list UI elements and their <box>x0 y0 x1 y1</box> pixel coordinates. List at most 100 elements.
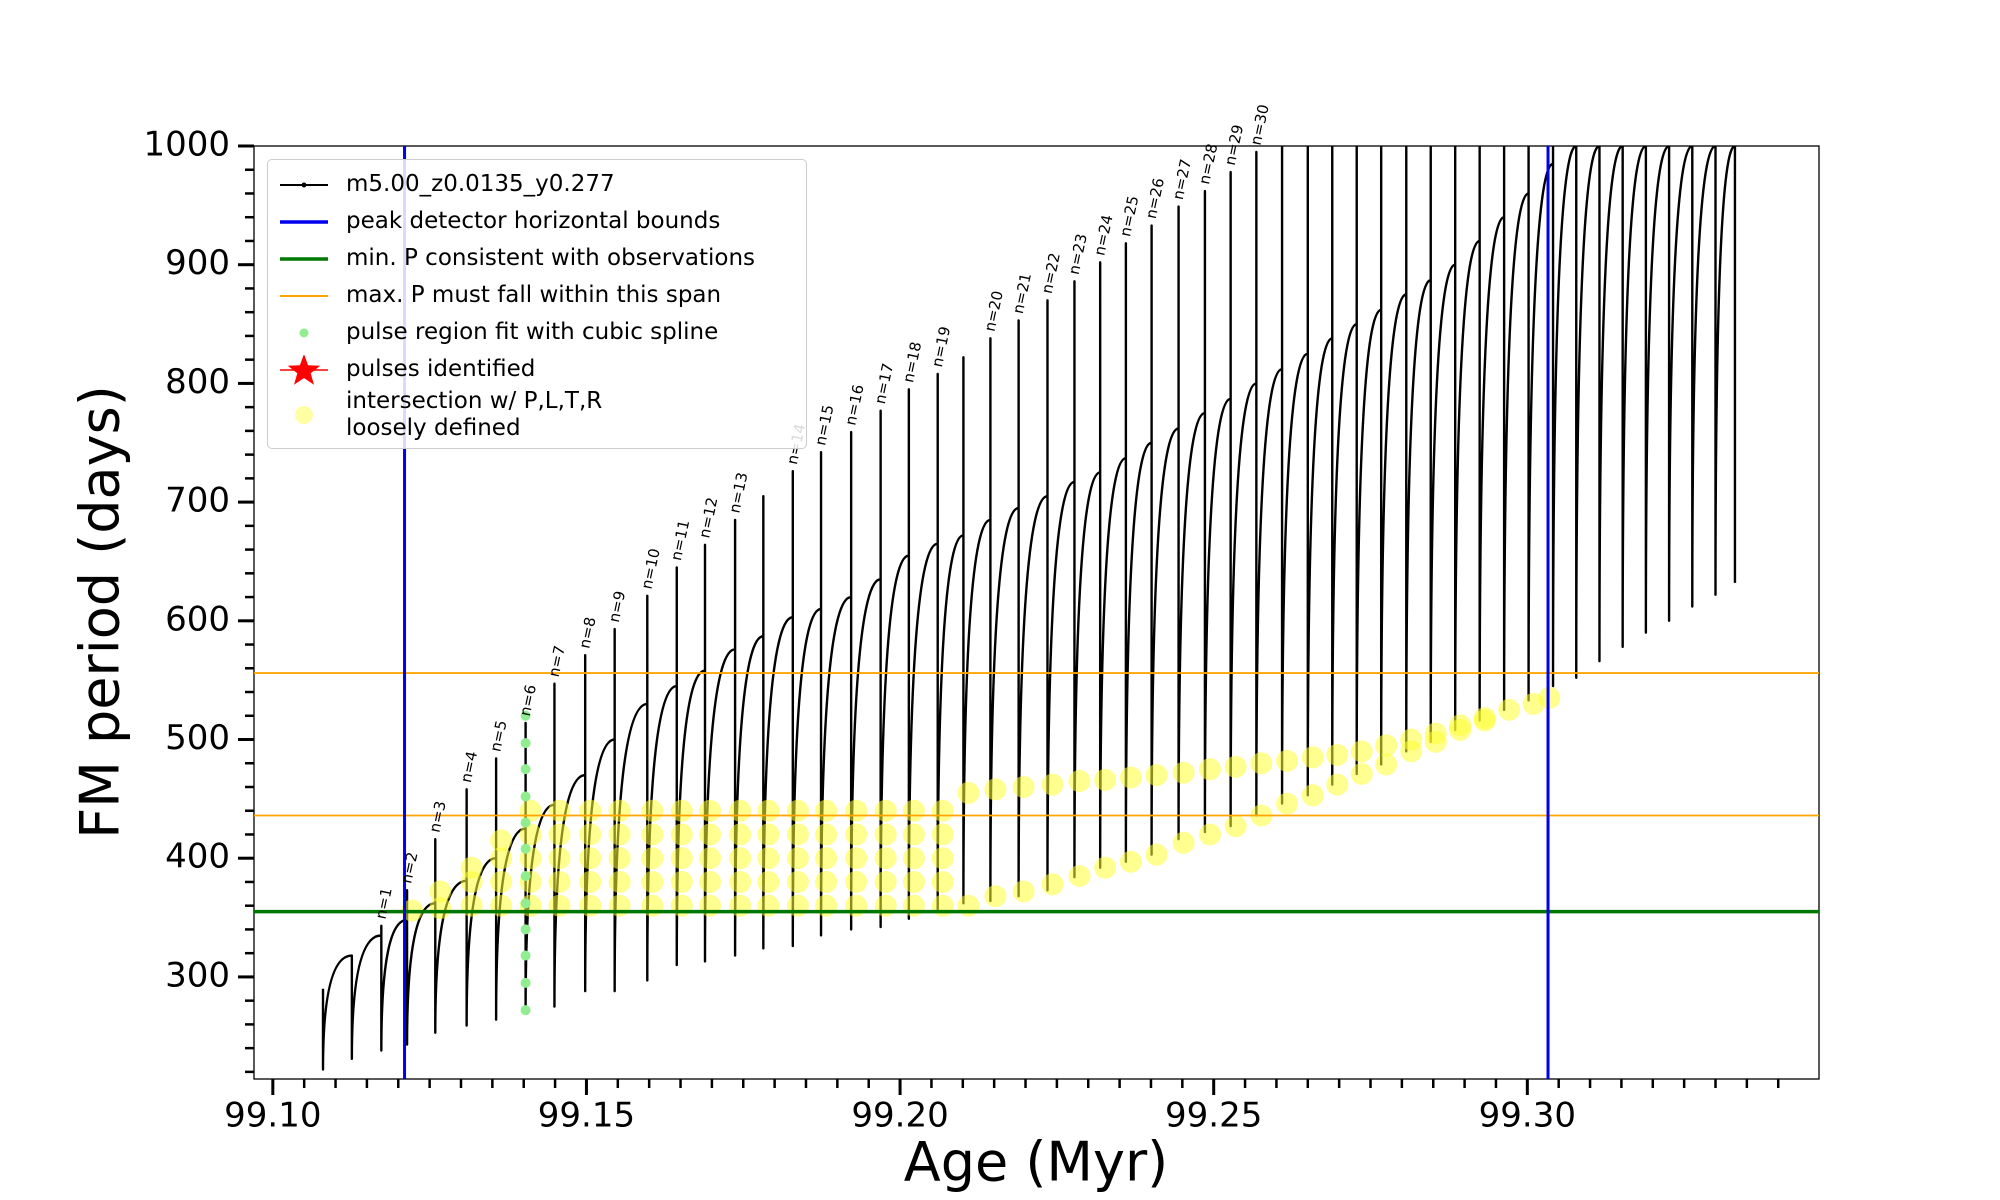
intersection-point <box>1276 749 1299 772</box>
intersection-point <box>699 894 722 917</box>
intersection-point <box>931 847 954 870</box>
legend-label: pulse region fit with cubic spline <box>346 319 719 345</box>
intersection-point <box>579 799 602 822</box>
intersection-point <box>729 894 752 917</box>
legend-entry: pulses identified <box>276 351 798 388</box>
legend-label: m5.00_z0.0135_y0.277 <box>346 171 615 197</box>
intersection-point <box>874 823 897 846</box>
intersection-point <box>641 870 664 893</box>
pulse-label: n=18 <box>899 340 925 384</box>
legend-swatch <box>280 182 328 187</box>
intersection-point <box>757 847 780 870</box>
intersection-point <box>1326 773 1349 796</box>
swatch-dot <box>295 406 313 424</box>
intersection-point <box>786 894 809 917</box>
pulse-label: n=6 <box>516 683 540 718</box>
x-tick-label: 99.10 <box>224 1096 321 1136</box>
intersection-point <box>460 894 483 917</box>
intersection-point <box>845 799 868 822</box>
intersection-point <box>786 823 809 846</box>
intersection-point <box>757 799 780 822</box>
legend-swatch <box>280 354 328 385</box>
intersection-point <box>1198 758 1221 781</box>
intersection-point <box>670 799 693 822</box>
intersection-point <box>1498 698 1521 721</box>
intersection-point <box>548 799 571 822</box>
intersection-point <box>845 870 868 893</box>
intersection-point <box>579 870 602 893</box>
pulse-label: n=5 <box>486 719 510 754</box>
intersection-point <box>815 799 838 822</box>
pulse-label: n=22 <box>1038 251 1064 295</box>
y-tick-label: 800 <box>165 362 230 402</box>
legend-swatch <box>280 294 328 297</box>
intersection-point <box>429 897 452 920</box>
spline-point <box>520 843 531 854</box>
intersection-point <box>786 799 809 822</box>
intersection-point <box>1375 753 1398 776</box>
pulse-label: n=2 <box>397 850 421 885</box>
pulse-label: n=19 <box>928 325 954 369</box>
pulse-label: n=17 <box>871 362 897 406</box>
intersection-point <box>548 823 571 846</box>
legend-label: min. P consistent with observations <box>346 245 756 271</box>
intersection-point <box>1012 775 1035 798</box>
intersection-point <box>579 823 602 846</box>
pulse-label: n=15 <box>811 403 837 447</box>
x-tick-label: 99.15 <box>538 1096 635 1136</box>
plot-frame <box>253 145 1820 1080</box>
swatch-star <box>287 354 321 385</box>
intersection-point <box>1276 792 1299 815</box>
pulse-label: n=27 <box>1169 157 1195 201</box>
intersection-point <box>984 885 1007 908</box>
intersection-point <box>1172 831 1195 854</box>
pulse-label: n=28 <box>1195 142 1221 186</box>
intersection-point <box>641 799 664 822</box>
intersection-point <box>608 823 631 846</box>
intersection-point <box>729 799 752 822</box>
legend: m5.00_z0.0135_y0.277 peak detector horizo… <box>267 159 807 449</box>
intersection-point <box>1068 770 1091 793</box>
intersection-point <box>460 856 483 879</box>
pulse-label: n=24 <box>1090 213 1116 257</box>
spline-point <box>520 977 531 988</box>
pulse-label: n=20 <box>981 289 1007 333</box>
intersection-point <box>815 847 838 870</box>
intersection-point <box>519 823 542 846</box>
intersection-point <box>931 799 954 822</box>
intersection-point <box>608 847 631 870</box>
intersection-point <box>1449 714 1472 737</box>
legend-entry: m5.00_z0.0135_y0.277 <box>276 166 798 203</box>
intersection-point <box>608 894 631 917</box>
intersection-point <box>1250 752 1273 775</box>
intersection-point <box>699 870 722 893</box>
x-tick-label: 99.25 <box>1165 1096 1262 1136</box>
intersection-point <box>1375 734 1398 757</box>
intersection-point <box>874 870 897 893</box>
intersection-point <box>1094 768 1117 791</box>
intersection-point <box>1473 707 1496 730</box>
intersection-point <box>429 880 452 903</box>
spline-point <box>520 817 531 828</box>
intersection-point <box>1350 762 1373 785</box>
intersection-point <box>670 847 693 870</box>
x-tick-label: 99.20 <box>851 1096 948 1136</box>
intersection-point <box>490 870 513 893</box>
intersection-point <box>729 870 752 893</box>
swatch-dot <box>299 328 309 337</box>
intersection-point <box>670 823 693 846</box>
intersection-point <box>931 823 954 846</box>
y-tick-label: 400 <box>165 837 230 877</box>
intersection-point <box>902 799 925 822</box>
pulse-label: n=3 <box>426 799 450 834</box>
intersection-point <box>608 870 631 893</box>
intersection-point <box>608 799 631 822</box>
intersection-point <box>1224 815 1247 838</box>
y-tick-label: 600 <box>165 599 230 639</box>
intersection-point <box>641 847 664 870</box>
legend-swatch <box>280 219 328 224</box>
spline-point <box>520 764 531 775</box>
intersection-point <box>1172 761 1195 784</box>
